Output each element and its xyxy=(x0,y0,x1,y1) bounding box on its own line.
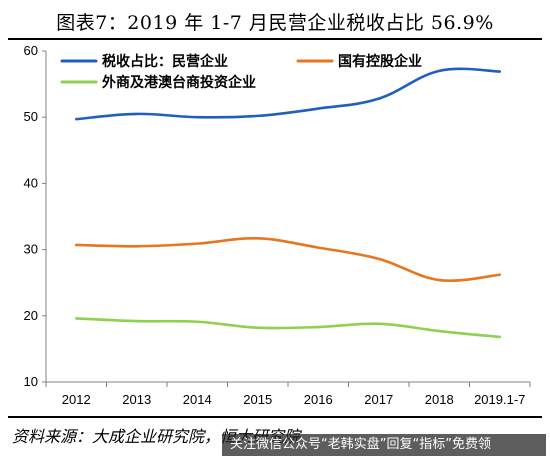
series-line-1 xyxy=(74,67,502,121)
title-rule xyxy=(8,38,542,40)
legend-label-3: 外商及港澳台商投资企业 xyxy=(102,74,256,91)
source-rule xyxy=(8,416,542,418)
watermark-banner: 关注微信公众号“老韩实盘”回复“指标”免费领 xyxy=(222,434,546,456)
series-lines xyxy=(74,67,502,339)
y-tick-label: 30 xyxy=(24,242,38,257)
x-tick-label: 2018 xyxy=(425,392,454,407)
y-tick-label: 20 xyxy=(24,308,38,323)
x-tick-label: 2017 xyxy=(364,392,393,407)
x-tick-label: 2016 xyxy=(304,392,333,407)
x-tick-label: 2019.1-7 xyxy=(474,392,525,407)
y-tick-label: 60 xyxy=(24,43,38,58)
y-tick-label: 40 xyxy=(24,175,38,190)
y-tick-label: 10 xyxy=(24,374,38,389)
x-tick-label: 2014 xyxy=(183,392,212,407)
series-line-3 xyxy=(74,317,502,339)
x-tick-label: 2012 xyxy=(62,392,91,407)
series-line-2 xyxy=(74,237,502,282)
chart-title: 图表7：2019 年 1-7 月民营企业税收占比 56.9% xyxy=(56,12,494,34)
axes: 10 20 30 40 50 60 2012 2013 2014 2015 2016 2017 2018… xyxy=(24,43,531,407)
y-tick-label: 50 xyxy=(24,109,38,124)
x-tick-label: 2013 xyxy=(122,392,151,407)
line-chart: 10 20 30 40 50 60 2012 2013 2014 2015 2016 2017 2018… xyxy=(24,43,531,407)
legend-label-1: 税收占比：民营企业 xyxy=(102,53,228,70)
x-tick-label: 2015 xyxy=(243,392,272,407)
legend-label-2: 国有控股企业 xyxy=(338,53,422,70)
